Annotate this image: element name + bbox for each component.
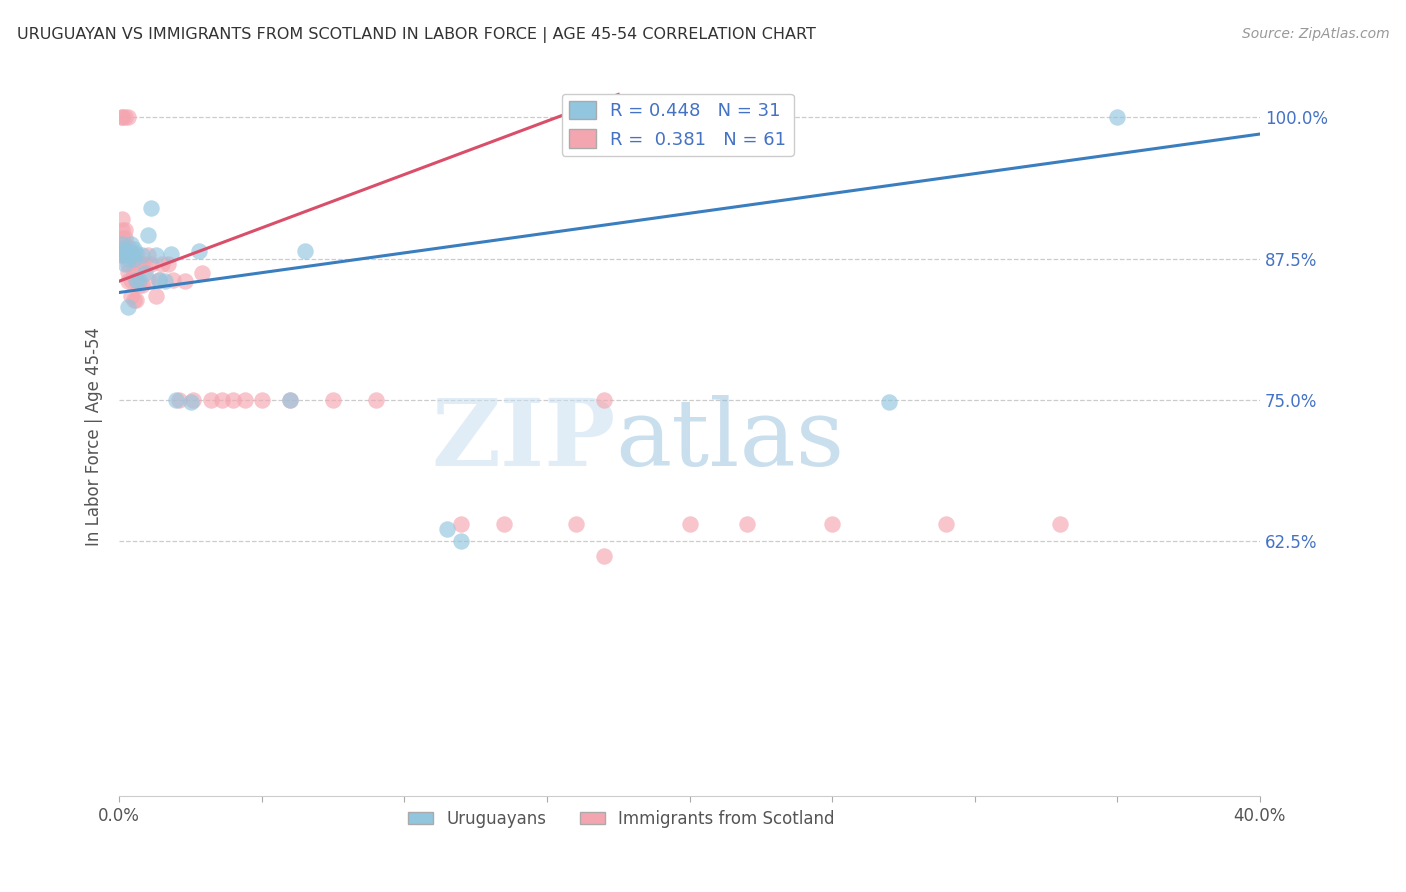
Point (125, 273, 148, 287)
Point (156, 257, 179, 271)
Point (111, 231, 134, 245)
Point (128, 277, 150, 292)
Text: Source: ZipAtlas.com: Source: ZipAtlas.com (1241, 27, 1389, 41)
Point (117, 252, 139, 266)
Point (117, 248, 139, 262)
Point (139, 201, 162, 215)
Point (188, 244, 211, 258)
Point (117, 257, 139, 271)
Point (114, 240, 136, 254)
Text: ZIP: ZIP (432, 395, 616, 485)
Point (111, 248, 134, 262)
Point (450, 517, 472, 532)
Point (128, 273, 150, 287)
Point (145, 289, 167, 303)
Point (125, 273, 148, 287)
Point (139, 257, 162, 271)
Point (436, 522, 458, 536)
Point (134, 266, 156, 280)
Point (111, 243, 134, 257)
Point (117, 274, 139, 288)
Text: atlas: atlas (616, 395, 845, 485)
Point (114, 231, 136, 245)
Point (1107, 110, 1129, 124)
Point (183, 392, 205, 407)
Point (117, 110, 139, 124)
Point (148, 273, 170, 287)
Point (111, 236, 134, 251)
Point (150, 257, 173, 271)
Point (111, 110, 134, 124)
Point (148, 273, 170, 287)
Point (122, 248, 145, 262)
Point (250, 392, 273, 407)
Point (111, 211, 134, 226)
Point (111, 223, 134, 237)
Point (593, 549, 616, 563)
Point (122, 252, 145, 266)
Text: URUGUAYAN VS IMMIGRANTS FROM SCOTLAND IN LABOR FORCE | AGE 45-54 CORRELATION CHA: URUGUAYAN VS IMMIGRANTS FROM SCOTLAND IN… (17, 27, 815, 43)
Point (117, 300, 139, 314)
Point (280, 392, 302, 407)
Point (111, 110, 134, 124)
Point (111, 241, 134, 255)
Point (1049, 517, 1071, 532)
Point (136, 227, 159, 242)
Point (120, 273, 142, 287)
Point (821, 517, 844, 532)
Point (145, 248, 167, 262)
Point (322, 392, 344, 407)
Point (114, 223, 136, 237)
Legend: Uruguayans, Immigrants from Scotland: Uruguayans, Immigrants from Scotland (401, 803, 841, 835)
Point (120, 248, 142, 262)
Point (180, 395, 202, 409)
Point (735, 517, 758, 532)
Point (114, 257, 136, 271)
Point (153, 274, 176, 288)
Point (165, 392, 187, 407)
Point (191, 266, 214, 280)
Point (162, 273, 184, 287)
Point (233, 392, 256, 407)
Point (173, 274, 195, 288)
Point (159, 247, 181, 261)
Point (294, 244, 316, 258)
Point (122, 266, 145, 280)
Point (364, 392, 387, 407)
Point (136, 273, 159, 287)
Point (120, 245, 142, 260)
Point (131, 248, 153, 262)
Point (877, 395, 900, 409)
Point (120, 289, 142, 303)
Point (494, 517, 516, 532)
Point (114, 248, 136, 262)
Point (114, 244, 136, 258)
Point (167, 392, 190, 407)
Point (222, 392, 245, 407)
Point (122, 293, 145, 308)
Point (128, 257, 150, 271)
Point (125, 245, 148, 260)
Point (450, 534, 472, 549)
Point (678, 517, 700, 532)
Point (200, 392, 222, 407)
Y-axis label: In Labor Force | Age 45-54: In Labor Force | Age 45-54 (86, 327, 103, 546)
Point (935, 517, 957, 532)
Point (125, 293, 148, 308)
Point (134, 257, 156, 271)
Point (593, 392, 616, 407)
Point (131, 277, 153, 292)
Point (111, 248, 134, 262)
Point (131, 257, 153, 271)
Point (280, 392, 302, 407)
Point (117, 240, 139, 254)
Point (122, 243, 145, 257)
Point (117, 265, 139, 279)
Point (211, 392, 233, 407)
Point (114, 110, 136, 124)
Point (136, 248, 159, 262)
Point (564, 517, 586, 532)
Point (120, 236, 142, 251)
